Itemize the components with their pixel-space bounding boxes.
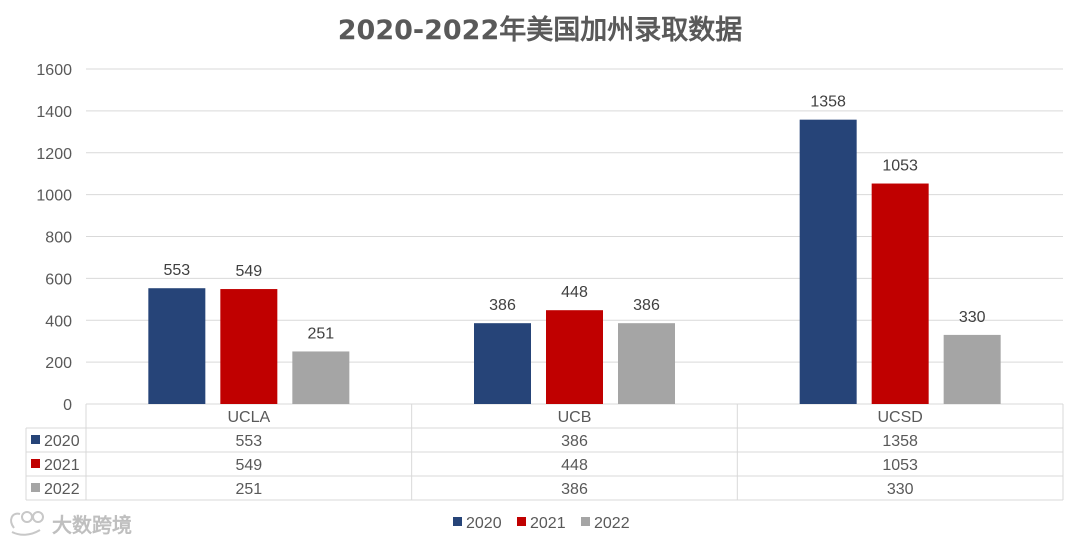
bar-ucla-2021	[220, 289, 278, 404]
chart-title: 2020-2022年美国加州录取数据	[338, 14, 743, 46]
bar-ucsd-2021	[871, 183, 929, 404]
table-legend-key	[31, 435, 40, 444]
legend-label: 2022	[594, 515, 630, 532]
data-labels: 553 549 251 386 448 386 1358 1053 330	[163, 94, 985, 343]
legend-swatch	[581, 517, 590, 526]
data-label: 1053	[882, 158, 918, 175]
legend-label: 2021	[530, 515, 566, 532]
watermark-logo-icon	[10, 511, 44, 536]
y-tick-label: 800	[45, 230, 72, 247]
y-tick-label: 200	[45, 355, 72, 372]
legend-swatch	[453, 517, 462, 526]
bars	[148, 119, 1001, 404]
table-cell: 386	[561, 433, 588, 450]
data-label: 386	[633, 297, 660, 314]
table-series-label: 2022	[44, 481, 80, 498]
y-tick-label: 1200	[36, 146, 72, 163]
data-label: 330	[959, 309, 986, 326]
table-cell: 386	[561, 481, 588, 498]
bar-ucb-2022	[618, 323, 675, 404]
y-tick-label: 1400	[36, 104, 72, 121]
bar-ucsd-2022	[943, 334, 1001, 404]
table-cell: 330	[887, 481, 914, 498]
table-legend-key	[31, 483, 40, 492]
y-tick-label: 600	[45, 271, 72, 288]
data-label: 448	[561, 284, 588, 301]
y-tick-label: 1600	[36, 62, 72, 79]
table-cell: 553	[235, 433, 262, 450]
data-label: 549	[235, 263, 262, 280]
table-cell: 251	[235, 481, 262, 498]
x-tick-label: UCLA	[227, 409, 270, 426]
data-table: UCLA UCB UCSD 2020 553 386 1358 2021 549 448 1053 2…	[25, 404, 1064, 501]
table-cell: 1358	[882, 433, 918, 450]
data-label: 553	[163, 262, 190, 279]
legend-label: 2020	[466, 515, 502, 532]
x-tick-label: UCB	[558, 409, 592, 426]
y-tick-label: 400	[45, 313, 72, 330]
bar-ucla-2022	[292, 351, 350, 404]
data-label: 1358	[810, 94, 846, 111]
legend-swatch	[517, 517, 526, 526]
x-tick-label: UCSD	[877, 409, 922, 426]
bar-ucb-2021	[546, 310, 603, 404]
watermark-text: 大数跨境	[52, 513, 132, 537]
bar-ucsd-2020	[799, 119, 857, 404]
bar-ucb-2020	[474, 323, 531, 404]
y-axis-ticks: 0 200 400 600 800 1000 1200 1400 1600	[36, 62, 72, 414]
table-cell: 549	[235, 457, 262, 474]
legend: 2020 2021 2022	[453, 515, 630, 532]
table-cell: 448	[561, 457, 588, 474]
watermark: 大数跨境	[10, 511, 132, 537]
y-tick-label: 0	[63, 397, 72, 414]
bar-ucla-2020	[148, 288, 206, 404]
data-label: 251	[307, 325, 334, 342]
y-tick-label: 1000	[36, 188, 72, 205]
table-series-label: 2020	[44, 433, 80, 450]
table-legend-key	[31, 459, 40, 468]
table-series-label: 2021	[44, 457, 80, 474]
data-label: 386	[489, 297, 516, 314]
table-cell: 1053	[882, 457, 918, 474]
